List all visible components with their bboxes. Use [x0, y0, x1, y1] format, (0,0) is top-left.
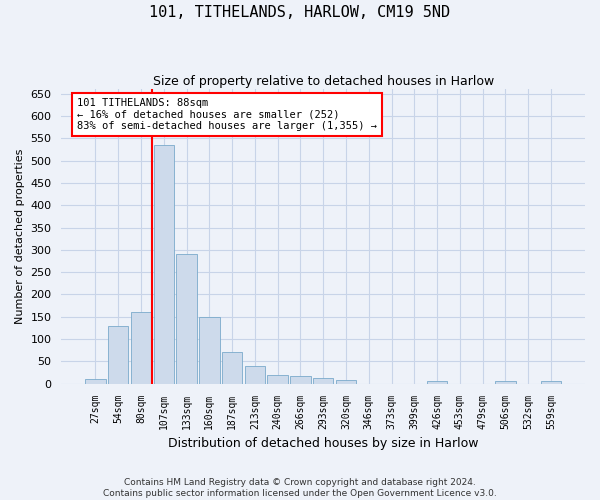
Bar: [131, 312, 151, 384]
Bar: [541, 382, 561, 384]
Bar: [427, 382, 448, 384]
Bar: [176, 254, 197, 384]
Y-axis label: Number of detached properties: Number of detached properties: [15, 148, 25, 324]
Title: Size of property relative to detached houses in Harlow: Size of property relative to detached ho…: [152, 75, 494, 88]
Bar: [313, 378, 334, 384]
Text: Contains HM Land Registry data © Crown copyright and database right 2024.
Contai: Contains HM Land Registry data © Crown c…: [103, 478, 497, 498]
Bar: [108, 326, 128, 384]
Bar: [222, 352, 242, 384]
Text: 101 TITHELANDS: 88sqm
← 16% of detached houses are smaller (252)
83% of semi-det: 101 TITHELANDS: 88sqm ← 16% of detached …: [77, 98, 377, 131]
Bar: [268, 375, 288, 384]
Bar: [85, 379, 106, 384]
Bar: [495, 382, 515, 384]
Bar: [199, 317, 220, 384]
X-axis label: Distribution of detached houses by size in Harlow: Distribution of detached houses by size …: [168, 437, 478, 450]
Text: 101, TITHELANDS, HARLOW, CM19 5ND: 101, TITHELANDS, HARLOW, CM19 5ND: [149, 5, 451, 20]
Bar: [245, 366, 265, 384]
Bar: [154, 145, 174, 384]
Bar: [290, 376, 311, 384]
Bar: [336, 380, 356, 384]
